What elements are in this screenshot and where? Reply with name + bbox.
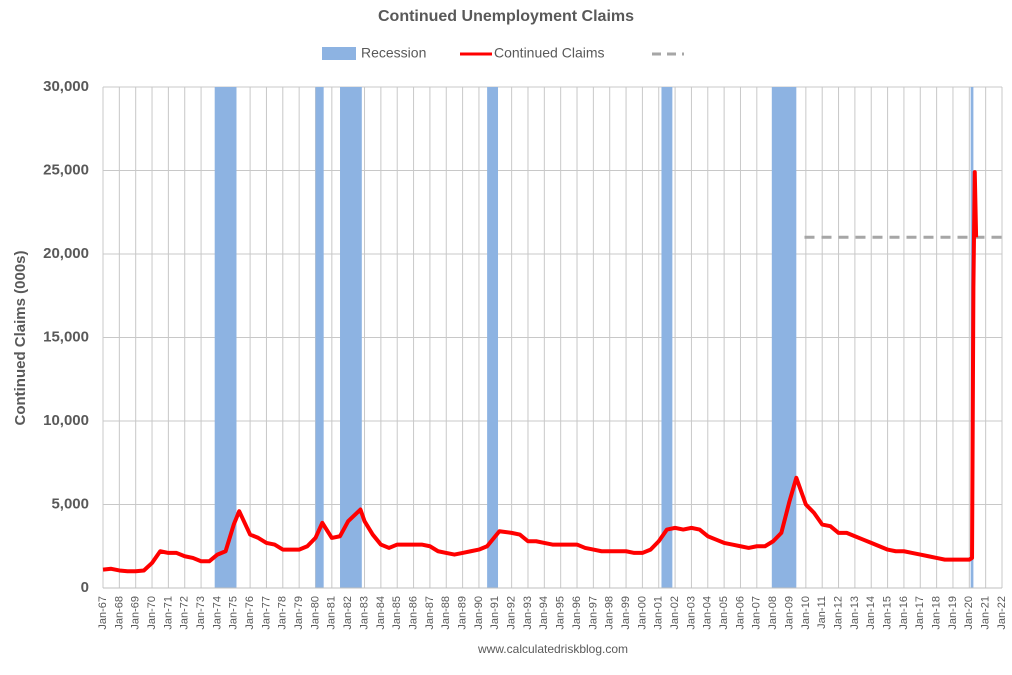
legend-label: Continued Claims — [494, 45, 605, 61]
series-line — [102, 170, 979, 574]
x-tick-label: Jan-09 — [783, 596, 795, 630]
x-tick-label: Jan-76 — [244, 596, 256, 630]
x-tick-label: Jan-71 — [162, 596, 174, 630]
x-tick-label: Jan-12 — [832, 596, 844, 630]
x-tick-label: Jan-19 — [947, 596, 959, 630]
recession-band — [771, 87, 797, 588]
x-tick-label: Jan-01 — [653, 596, 665, 630]
x-tick-label: Jan-68 — [113, 596, 125, 630]
x-tick-label: Jan-03 — [685, 596, 697, 630]
x-tick-label: Jan-18 — [931, 596, 943, 630]
recession-band — [661, 87, 673, 588]
x-tick-label: Jan-97 — [587, 596, 599, 630]
x-tick-label: Jan-90 — [473, 596, 485, 630]
x-tick-label: Jan-04 — [702, 596, 714, 630]
y-tick-label: 0 — [81, 579, 89, 596]
x-tick-label: Jan-94 — [538, 596, 550, 630]
x-tick-label: Jan-83 — [358, 596, 370, 630]
x-tick-label: Jan-13 — [849, 596, 861, 630]
x-tick-label: Jan-22 — [996, 596, 1008, 630]
x-tick-label: Jan-77 — [260, 596, 272, 630]
x-tick-label: Jan-95 — [555, 596, 567, 630]
chart-title: Continued Unemployment Claims — [378, 8, 634, 25]
x-tick-label: Jan-00 — [636, 596, 648, 630]
recession-band — [487, 87, 499, 588]
x-tick-label: Jan-07 — [751, 596, 763, 630]
y-tick-label: 20,000 — [43, 245, 89, 262]
x-tick-label: Jan-96 — [571, 596, 583, 630]
x-tick-label: Jan-21 — [980, 596, 992, 630]
x-tick-label: Jan-05 — [718, 596, 730, 630]
x-tick-label: Jan-98 — [604, 596, 616, 630]
x-tick-label: Jan-88 — [440, 596, 452, 630]
x-tick-label: Jan-70 — [146, 596, 158, 630]
x-tick-label: Jan-80 — [309, 596, 321, 630]
x-tick-label: Jan-99 — [620, 596, 632, 630]
y-tick-label: 15,000 — [43, 328, 89, 345]
x-tick-label: Jan-10 — [800, 596, 812, 630]
recession-band — [340, 87, 362, 588]
x-tick-label: Jan-86 — [407, 596, 419, 630]
y-tick-label: 5,000 — [51, 495, 89, 512]
x-tick-label: Jan-11 — [816, 596, 828, 629]
x-tick-label: Jan-75 — [228, 596, 240, 630]
x-tick-label: Jan-87 — [424, 596, 436, 630]
x-tick-label: Jan-69 — [130, 596, 142, 630]
x-tick-label: Jan-91 — [489, 596, 501, 630]
x-tick-label: Jan-15 — [881, 596, 893, 630]
legend-label: Recession — [361, 45, 426, 61]
x-tick-label: Jan-16 — [898, 596, 910, 630]
y-tick-label: 30,000 — [43, 78, 89, 95]
x-tick-label: Jan-20 — [963, 596, 975, 630]
x-tick-label: Jan-17 — [914, 596, 926, 630]
recession-band — [214, 87, 237, 588]
x-tick-label: Jan-84 — [375, 596, 387, 630]
y-tick-label: 10,000 — [43, 412, 89, 429]
x-tick-label: Jan-93 — [522, 596, 534, 630]
x-tick-label: Jan-06 — [734, 596, 746, 630]
y-tick-label: 25,000 — [43, 161, 89, 178]
recession-band — [315, 87, 324, 588]
x-tick-label: Jan-89 — [457, 596, 469, 630]
source: www.calculatedriskblog.com — [477, 642, 628, 656]
x-tick-label: Jan-67 — [97, 596, 109, 630]
x-tick-label: Jan-72 — [179, 596, 191, 630]
x-tick-label: Jan-74 — [211, 596, 223, 630]
x-tick-label: Jan-73 — [195, 596, 207, 630]
x-tick-label: Jan-79 — [293, 596, 305, 630]
x-tick-label: Jan-02 — [669, 596, 681, 630]
y-axis-title: Continued Claims (000s) — [12, 250, 29, 425]
x-tick-label: Jan-82 — [342, 596, 354, 630]
x-tick-label: Jan-92 — [506, 596, 518, 630]
x-tick-label: Jan-08 — [767, 596, 779, 630]
legend-swatch — [322, 47, 356, 60]
x-tick-label: Jan-14 — [865, 596, 877, 630]
x-tick-label: Jan-81 — [326, 596, 338, 630]
x-tick-label: Jan-78 — [277, 596, 289, 630]
x-tick-label: Jan-85 — [391, 596, 403, 630]
